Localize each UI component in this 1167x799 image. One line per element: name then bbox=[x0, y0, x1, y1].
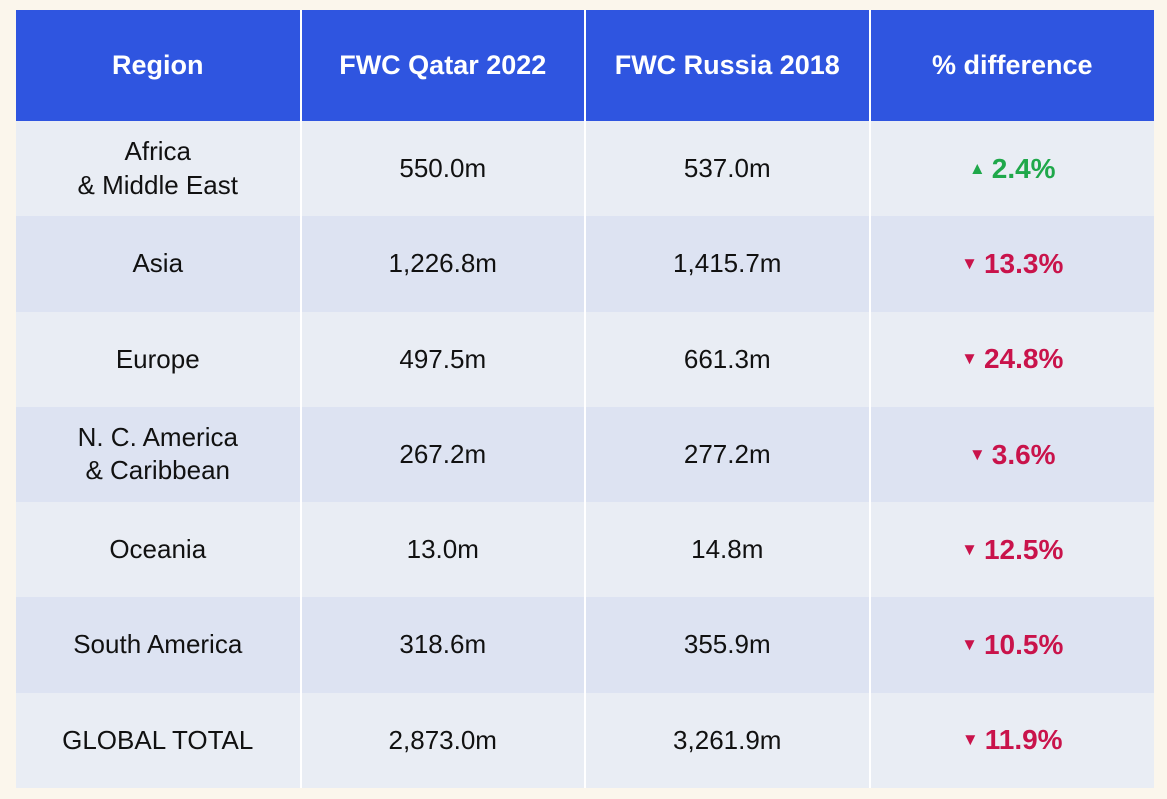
column-header-russia-2018: FWC Russia 2018 bbox=[585, 10, 871, 121]
triangle-down-icon: ▼ bbox=[961, 635, 978, 655]
region-label: Oceania bbox=[109, 534, 207, 565]
difference-percent: 2.4% bbox=[991, 152, 1056, 184]
triangle-down-icon: ▼ bbox=[961, 254, 978, 273]
triangle-down-icon: ▼ bbox=[968, 444, 986, 464]
triangle-down-icon: ▼ bbox=[961, 539, 978, 559]
difference-cell: ▼ 10.5% bbox=[869, 597, 1154, 693]
qatar-2022-value: 2,873.0m bbox=[300, 692, 586, 788]
difference-percent: 12.5% bbox=[983, 533, 1064, 565]
table-row: Asia 1,226.8m 1,415.7m ▼ 13.3% bbox=[16, 216, 1154, 312]
column-header-qatar-2022: FWC Qatar 2022 bbox=[300, 10, 586, 121]
table-row: GLOBAL TOTAL 2,873.0m 3,261.9m ▼ 11.9% bbox=[16, 692, 1154, 788]
column-header-region: Region bbox=[16, 10, 302, 121]
difference-cell: ▼ 13.3% bbox=[869, 216, 1154, 312]
russia-2018-value: 661.3m bbox=[585, 311, 871, 407]
difference-percent: 10.5% bbox=[983, 629, 1064, 661]
difference-percent: 3.6% bbox=[991, 438, 1056, 470]
region-cell: Africa & Middle East bbox=[16, 121, 302, 217]
triangle-down-icon: ▼ bbox=[961, 349, 978, 369]
difference-value: ▲ 2.4% bbox=[969, 153, 1056, 184]
comparison-table-container: Region FWC Qatar 2022 FWC Russia 2018 % … bbox=[16, 10, 1154, 788]
russia-2018-value: 3,261.9m bbox=[585, 692, 871, 788]
region-cell: N. C. America & Caribbean bbox=[16, 406, 302, 503]
table-row: Africa & Middle East 550.0m 537.0m ▲ 2.4% bbox=[16, 121, 1154, 217]
triangle-up-icon: ▲ bbox=[968, 158, 986, 178]
table-row: Oceania 13.0m 14.8m ▼ 12.5% bbox=[16, 502, 1154, 598]
qatar-2022-value: 1,226.8m bbox=[300, 216, 586, 312]
russia-2018-value: 537.0m bbox=[585, 121, 871, 217]
difference-value: ▼ 12.5% bbox=[961, 534, 1063, 565]
triangle-down-icon: ▼ bbox=[961, 730, 979, 750]
difference-percent: 11.9% bbox=[984, 724, 1063, 756]
table-row: South America 318.6m 355.9m ▼ 10.5% bbox=[16, 597, 1154, 693]
difference-value: ▼ 13.3% bbox=[961, 248, 1063, 279]
difference-cell: ▼ 12.5% bbox=[869, 502, 1154, 598]
region-label: Europe bbox=[115, 343, 200, 374]
qatar-2022-value: 267.2m bbox=[300, 406, 586, 503]
region-label: N. C. America bbox=[77, 422, 238, 453]
russia-2018-value: 1,415.7m bbox=[585, 216, 871, 312]
difference-value: ▼ 11.9% bbox=[962, 724, 1063, 755]
region-label: South America bbox=[73, 629, 243, 660]
viewership-comparison-table: Region FWC Qatar 2022 FWC Russia 2018 % … bbox=[16, 10, 1154, 788]
region-label: Asia bbox=[132, 248, 184, 279]
difference-percent: 24.8% bbox=[983, 343, 1064, 375]
table-body: Africa & Middle East 550.0m 537.0m ▲ 2.4% Asia… bbox=[16, 121, 1154, 788]
russia-2018-value: 277.2m bbox=[585, 406, 871, 503]
qatar-2022-value: 318.6m bbox=[300, 597, 586, 693]
difference-value: ▼ 3.6% bbox=[969, 439, 1056, 470]
difference-cell: ▼ 11.9% bbox=[869, 692, 1154, 788]
qatar-2022-value: 13.0m bbox=[300, 502, 586, 598]
russia-2018-value: 355.9m bbox=[585, 597, 871, 693]
region-cell: Asia bbox=[16, 216, 302, 312]
header-row: Region FWC Qatar 2022 FWC Russia 2018 % … bbox=[16, 10, 1154, 121]
region-cell: GLOBAL TOTAL bbox=[16, 692, 302, 788]
region-label: Africa bbox=[124, 136, 191, 167]
difference-value: ▼ 24.8% bbox=[961, 343, 1063, 374]
qatar-2022-value: 550.0m bbox=[300, 121, 586, 217]
difference-cell: ▼ 24.8% bbox=[869, 311, 1154, 407]
region-label: & Middle East bbox=[77, 169, 238, 200]
region-cell: Europe bbox=[16, 311, 302, 407]
table-header: Region FWC Qatar 2022 FWC Russia 2018 % … bbox=[16, 10, 1154, 121]
table-row: N. C. America & Caribbean 267.2m 277.2m ▼ 3.6… bbox=[16, 406, 1154, 503]
difference-percent: 13.3% bbox=[983, 248, 1064, 279]
table-row: Europe 497.5m 661.3m ▼ 24.8% bbox=[16, 311, 1154, 407]
russia-2018-value: 14.8m bbox=[585, 502, 871, 598]
difference-cell: ▲ 2.4% bbox=[869, 121, 1154, 217]
region-label: & Caribbean bbox=[85, 455, 231, 486]
qatar-2022-value: 497.5m bbox=[300, 311, 586, 407]
difference-value: ▼ 10.5% bbox=[961, 629, 1063, 660]
region-cell: South America bbox=[16, 597, 302, 693]
region-cell: Oceania bbox=[16, 502, 302, 598]
region-label: GLOBAL TOTAL bbox=[62, 724, 254, 755]
difference-cell: ▼ 3.6% bbox=[869, 406, 1154, 503]
column-header-difference: % difference bbox=[869, 10, 1154, 121]
